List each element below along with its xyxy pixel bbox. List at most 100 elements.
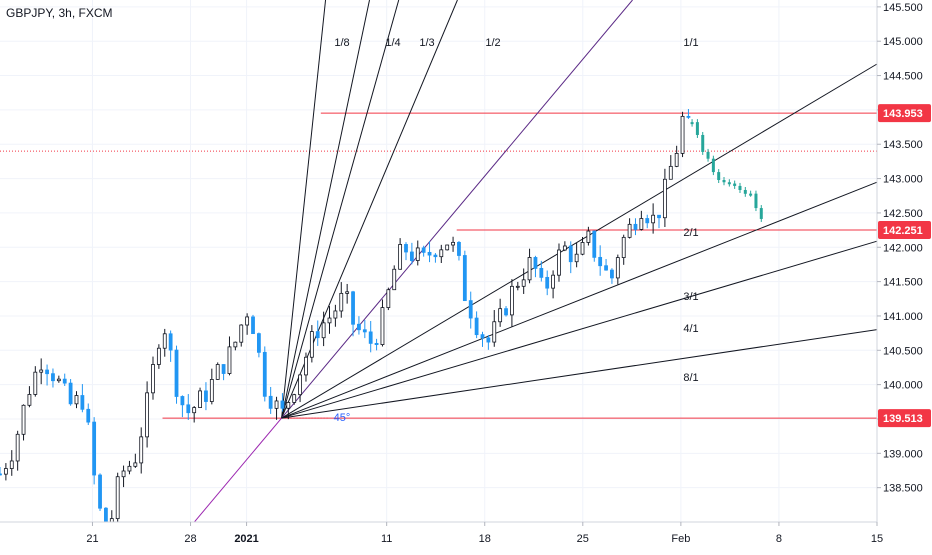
- candle-body: [557, 249, 561, 276]
- candle-body: [386, 289, 391, 308]
- candle-body: [51, 373, 55, 382]
- candle-body: [492, 321, 497, 343]
- candle-body: [45, 369, 49, 375]
- angle-label: 45°: [334, 412, 351, 424]
- candle-body: [362, 329, 367, 333]
- price-tick-label: 141.000: [883, 311, 923, 323]
- candle-body: [457, 241, 461, 256]
- gann-fan[interactable]: 45° 1/8 1/4 1/3 1/2 1/1 2/1 3/1 4/1 8/1: [161, 0, 878, 555]
- candle-body: [345, 291, 350, 294]
- forecast-body: [690, 122, 694, 125]
- candle-body: [451, 241, 455, 246]
- fan-line: [281, 0, 327, 419]
- price-tick-label: 145.000: [883, 36, 923, 48]
- price-tick-label: 143.500: [883, 139, 923, 151]
- candle-body: [439, 249, 444, 258]
- price-tick-label: 139.000: [883, 448, 923, 460]
- candle-body: [9, 460, 14, 469]
- forecast-body: [754, 193, 758, 209]
- candle-body: [627, 223, 632, 238]
- forecast-body: [706, 151, 710, 159]
- price-tick-label: 140.500: [883, 345, 923, 357]
- candle-body: [604, 265, 608, 271]
- candle-body: [686, 115, 691, 118]
- candle-body: [315, 331, 320, 339]
- candle-body: [127, 465, 132, 472]
- candle-body: [645, 218, 650, 224]
- candle-body: [398, 244, 403, 270]
- forecast-body: [743, 189, 747, 194]
- candle-body: [374, 342, 379, 345]
- fan-line: [281, 0, 458, 419]
- candle-body: [309, 331, 314, 358]
- candle-body: [192, 407, 197, 414]
- forecast-body: [722, 180, 726, 183]
- candle-body: [239, 324, 244, 343]
- price-level-lines: [0, 112, 877, 419]
- forecast-candles: [690, 119, 763, 222]
- fan-line-label: 1/2: [485, 37, 500, 49]
- candle-body: [415, 247, 420, 261]
- candle-body: [468, 300, 473, 319]
- time-tick-label: 21: [86, 533, 98, 545]
- candle-body: [180, 396, 185, 406]
- candle-body: [215, 364, 220, 380]
- candle-body: [339, 292, 344, 312]
- candle-body: [633, 223, 638, 230]
- candle-body: [3, 468, 8, 475]
- candle-body: [115, 476, 120, 520]
- candle-body: [515, 285, 520, 288]
- candle-body: [409, 251, 414, 261]
- candle-body: [98, 474, 102, 509]
- candle-body: [357, 323, 361, 331]
- candle-body: [368, 331, 373, 344]
- fan-line: [281, 329, 878, 419]
- candle-body: [174, 349, 179, 397]
- candle-body: [580, 242, 585, 255]
- time-tick-label: 15: [871, 533, 883, 545]
- candle-body: [533, 257, 538, 269]
- forecast-body: [749, 193, 753, 196]
- candle-body: [274, 400, 279, 409]
- candle-body: [621, 236, 626, 258]
- candle-body: [198, 390, 202, 408]
- price-tick-label: 144.500: [883, 71, 923, 83]
- forecast-body: [727, 182, 731, 185]
- candle-body: [251, 316, 255, 335]
- candle-body: [304, 356, 308, 376]
- candle-body: [592, 230, 597, 258]
- grid: [0, 0, 878, 522]
- candle-body: [574, 253, 579, 263]
- candle-body: [392, 268, 397, 291]
- candle-body: [610, 269, 614, 279]
- time-tick-label: 11: [381, 533, 392, 545]
- candle-body: [615, 257, 620, 279]
- candle-body: [145, 392, 150, 438]
- candle-body: [480, 334, 485, 339]
- candle-body: [333, 310, 338, 319]
- price-tag-label: 142.251: [883, 225, 923, 237]
- candle-body: [68, 382, 73, 405]
- price-tag: [878, 221, 931, 240]
- candle-body: [209, 379, 214, 402]
- candle-body: [27, 394, 32, 406]
- candle-body: [474, 317, 479, 336]
- candle-body: [204, 390, 208, 402]
- candle-body: [56, 378, 61, 382]
- fan-line-label: 3/1: [683, 291, 698, 303]
- candle-body: [527, 257, 532, 281]
- candle-body: [321, 322, 326, 339]
- fan-line-label: 1/1: [683, 37, 698, 49]
- fan-line-label: 8/1: [683, 372, 698, 384]
- candle-body: [0, 473, 2, 476]
- fan-line: [281, 0, 370, 419]
- forecast-body: [711, 158, 715, 173]
- candle-body: [404, 244, 408, 253]
- candle-body: [221, 364, 226, 374]
- candle-body: [133, 462, 138, 467]
- candle-body: [651, 214, 656, 224]
- candle-body: [151, 364, 155, 394]
